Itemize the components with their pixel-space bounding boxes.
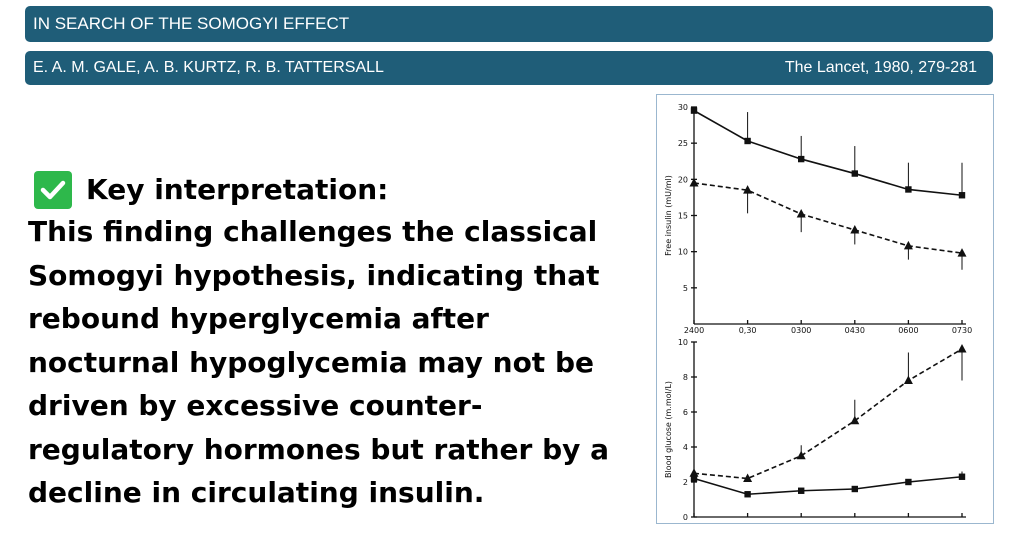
paper-authors: E. A. M. GALE, A. B. KURTZ, R. B. TATTER…	[33, 59, 384, 76]
insulin-point-triangle	[903, 240, 913, 250]
glucose-point-square	[851, 485, 858, 493]
glucose-y-tick-label: 8	[683, 373, 688, 382]
interpretation-panel: Key interpretation: This finding challen…	[28, 170, 638, 515]
insulin-y-tick-label: 10	[678, 248, 688, 257]
glucose-y-tick-label: 10	[678, 338, 688, 347]
insulin-point-triangle	[689, 177, 699, 187]
insulin-point-triangle	[850, 224, 860, 234]
insulin-point-square	[958, 192, 966, 199]
insulin-point-square	[744, 137, 751, 145]
insulin-series-dashed-triangle	[693, 182, 963, 254]
interpretation-line: Somogyi hypothesis, indicating that	[28, 258, 600, 292]
paper-title: IN SEARCH OF THE SOMOGYI EFFECT	[33, 14, 350, 33]
x-tick-label: 0600	[898, 326, 918, 335]
figure-svg: 5 10 15 20 25 30 Free insulin (mU/ml) 0 2 4 6 8 10 Bl…	[664, 103, 972, 522]
x-tick-label: 2400	[684, 326, 704, 335]
insulin-point-triangle	[796, 209, 806, 218]
glucose-point-triangle	[850, 415, 860, 425]
check-mark-icon	[34, 171, 72, 209]
glucose-point-square	[958, 473, 966, 480]
x-tick-label: 0300	[791, 326, 811, 335]
glucose-point-square	[744, 491, 751, 498]
insulin-point-square	[690, 107, 698, 114]
glucose-point-square	[905, 478, 912, 486]
insulin-y-tick-label: 5	[683, 284, 688, 293]
insulin-point-triangle	[743, 185, 753, 194]
x-tick-label: 0430	[845, 326, 865, 335]
insulin-y-axis-label: Free insulin (mU/ml)	[664, 175, 673, 256]
x-tick-label: 0,30	[739, 326, 757, 335]
interpretation-heading: Key interpretation:	[86, 173, 389, 206]
glucose-y-tick-label: 0	[683, 513, 688, 522]
interpretation-body: This finding challenges the classical So…	[28, 210, 638, 515]
insulin-y-tick-label: 25	[678, 139, 688, 148]
insulin-y-tick-label: 15	[678, 212, 688, 221]
interpretation-line: driven by excessive counter-	[28, 389, 483, 422]
paper-citation: The Lancet, 1980, 279-281	[784, 59, 977, 76]
glucose-point-triangle	[689, 468, 699, 477]
insulin-series-solid-square	[693, 109, 963, 197]
glucose-point-triangle	[903, 375, 913, 384]
glucose-y-axis-label: Blood glucose (m.mol/L)	[664, 381, 673, 478]
insulin-point-square	[905, 186, 912, 193]
glucose-series-dashed-triangle	[693, 348, 963, 480]
insulin-y-tick-label: 30	[678, 103, 688, 112]
glucose-series-solid-square	[693, 475, 963, 496]
x-tick-label: 0730	[952, 326, 972, 335]
insulin-point-square	[851, 170, 858, 177]
glucose-point-triangle	[957, 344, 967, 353]
interpretation-line: regulatory hormones but rather by a	[28, 432, 610, 466]
interpretation-line: This finding challenges the classical	[28, 215, 598, 248]
glucose-y-tick-label: 4	[683, 443, 688, 452]
insulin-point-square	[798, 155, 805, 163]
title-bar: IN SEARCH OF THE SOMOGYI EFFECT	[25, 6, 993, 42]
author-bar: E. A. M. GALE, A. B. KURTZ, R. B. TATTER…	[25, 51, 993, 85]
interpretation-line: nocturnal hypoglycemia may not be	[28, 345, 594, 379]
glucose-point-square	[798, 487, 805, 494]
glucose-y-tick-label: 6	[683, 408, 688, 417]
glucose-point-triangle	[796, 450, 806, 460]
glucose-y-tick-label: 2	[683, 478, 688, 487]
glucose-point-square	[690, 475, 698, 482]
interpretation-line: rebound hyperglycemia after	[28, 302, 489, 335]
insulin-point-triangle	[957, 248, 967, 257]
interpretation-line: decline in circulating insulin.	[28, 476, 485, 509]
insulin-y-tick-label: 20	[678, 175, 688, 184]
figure-panel: 5 10 15 20 25 30 Free insulin (mU/ml) 0 2 4 6 8 10 Bl…	[656, 94, 994, 524]
glucose-point-triangle	[743, 473, 753, 482]
interpretation-heading-row: Key interpretation:	[34, 170, 638, 210]
